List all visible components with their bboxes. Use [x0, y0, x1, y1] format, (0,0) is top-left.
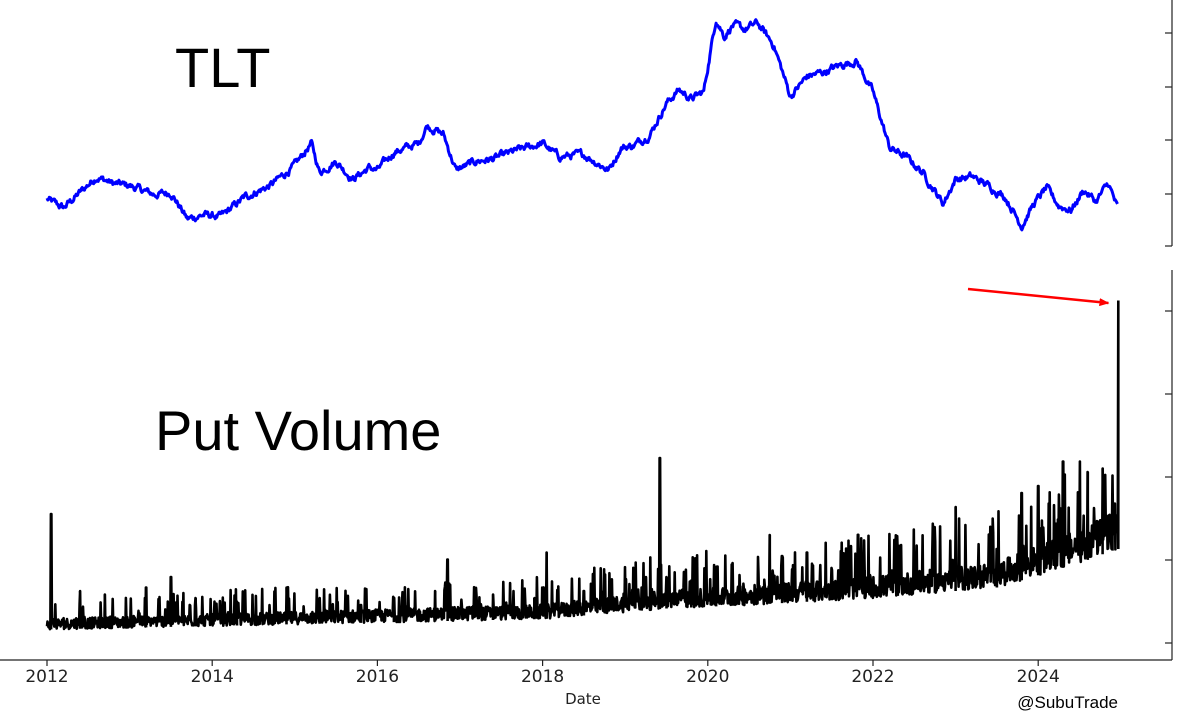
red-annotation-arrow	[967, 287, 1110, 307]
bottom-panel-y-ticks	[1165, 310, 1172, 644]
put-volume-title: Put Volume	[155, 399, 441, 462]
x-tick-label: 2012	[25, 667, 68, 687]
x-axis-ticks: 2012 2014 2016 2018 2020 2022 2024	[25, 660, 1060, 687]
x-tick-label: 2022	[851, 667, 894, 687]
x-tick-label: 2014	[191, 667, 234, 687]
put-volume-series-line	[45, 300, 1120, 631]
x-tick-label: 2024	[1017, 667, 1060, 687]
x-tick-label: 2020	[686, 667, 729, 687]
x-axis-label: Date	[565, 690, 601, 708]
tlt-title: TLT	[175, 36, 270, 99]
tlt-series-line	[45, 18, 1119, 232]
x-tick-label: 2018	[521, 667, 564, 687]
top-panel-y-ticks	[1165, 32, 1172, 247]
x-tick-label: 2016	[356, 667, 399, 687]
watermark: @SubuTrade	[1017, 693, 1118, 712]
